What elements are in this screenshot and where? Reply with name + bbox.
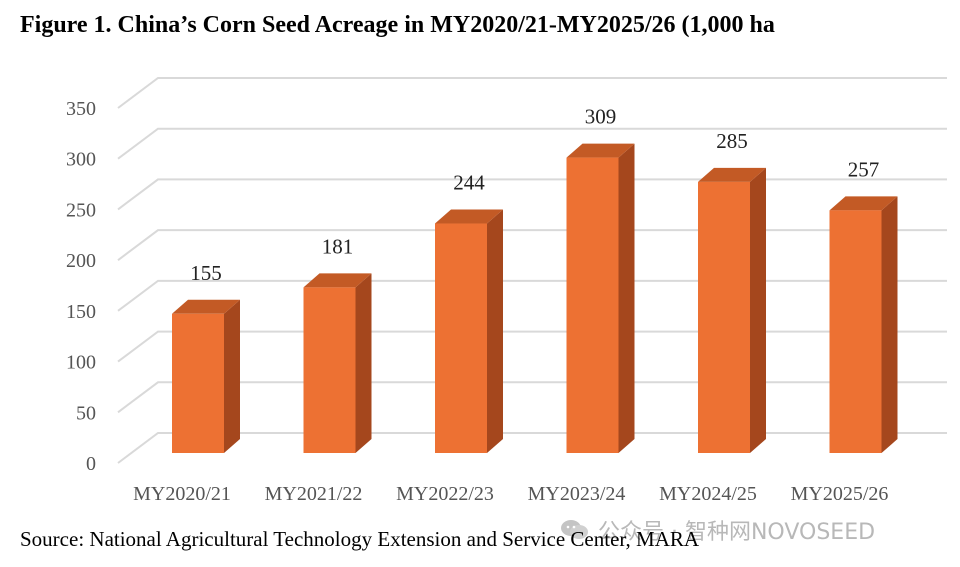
data-label: 244: [453, 171, 485, 195]
bar-side: [224, 299, 240, 453]
y-tick-label: 300: [66, 149, 96, 171]
gridline: [117, 77, 947, 109]
bar-top: [172, 299, 240, 314]
source-note: Source: National Agricultural Technology…: [20, 527, 700, 551]
x-tick-label: MY2020/21: [133, 483, 231, 505]
x-tick-label: MY2022/23: [396, 483, 494, 505]
y-tick-label: 200: [66, 250, 96, 272]
bar-top: [698, 167, 766, 182]
bar-side: [618, 143, 635, 454]
bar-top: [566, 143, 635, 158]
data-labels: 155 181 244 309 285 257: [190, 105, 879, 285]
wechat-icon: [561, 520, 588, 539]
gridline: [117, 279, 947, 312]
watermark-text: 公众号 · 智种网NOVOSEED: [598, 520, 876, 545]
watermark: 公众号 · 智种网NOVOSEED: [560, 514, 875, 546]
bar: [829, 210, 882, 453]
y-tick-label: 0: [86, 453, 96, 475]
bars: [172, 143, 898, 454]
bar-top: [435, 209, 503, 224]
data-label: 257: [848, 157, 880, 181]
data-label: 155: [190, 261, 222, 285]
gridline: [117, 330, 947, 363]
gridline: [117, 178, 947, 211]
x-tick-label: MY2021/22: [265, 483, 363, 505]
y-tick-label: 250: [66, 199, 96, 221]
x-tick-label: MY2025/26: [791, 483, 889, 505]
y-tick-label: 350: [66, 98, 96, 120]
data-label: 285: [716, 129, 748, 153]
bar: [435, 223, 487, 453]
x-tick-label: MY2023/24: [528, 483, 626, 505]
gridlines: [117, 77, 947, 464]
gridline: [117, 229, 947, 261]
bar-side: [355, 273, 372, 453]
y-axis-ticks: 0 50 100 150 200 250 300 350: [66, 98, 96, 475]
x-tick-label: MY2024/25: [659, 483, 757, 505]
bar-top: [303, 273, 372, 288]
gridline: [117, 381, 947, 414]
bar-side: [881, 196, 898, 454]
gridline: [117, 127, 947, 160]
bar-top: [829, 196, 898, 211]
y-tick-label: 150: [66, 301, 96, 323]
data-label: 181: [322, 234, 354, 258]
bar: [698, 181, 750, 453]
bar: [172, 313, 224, 453]
bar: [566, 157, 619, 454]
y-tick-label: 100: [66, 352, 96, 374]
x-axis-ticks: MY2020/21 MY2021/22 MY2022/23 MY2023/24 MY20…: [133, 483, 888, 505]
y-tick-label: 50: [76, 402, 96, 424]
bar: [303, 287, 356, 453]
bar-side: [487, 209, 503, 453]
bar-side: [750, 167, 766, 453]
gridline: [117, 432, 947, 464]
chart-title: Figure 1. China’s Corn Seed Acreage in M…: [20, 12, 775, 38]
data-label: 309: [585, 105, 617, 129]
